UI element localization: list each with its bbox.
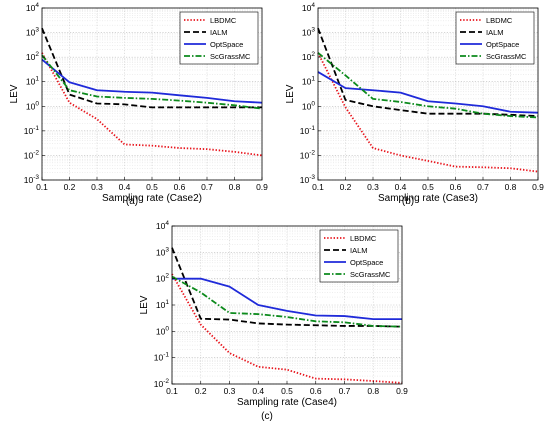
series-line-ialm — [41, 27, 262, 109]
legend-label: IALM — [486, 28, 504, 37]
x-tick-label: 0.2 — [340, 182, 352, 192]
x-tick-label: 0.7 — [477, 182, 489, 192]
series-line-optspace — [172, 277, 402, 321]
x-tick-label: 0.2 — [195, 386, 207, 396]
x-tick-label: 0.3 — [224, 386, 236, 396]
series-line-lbdmc — [41, 52, 263, 157]
x-tick-label: 0.9 — [532, 182, 544, 192]
x-tick-label: 0.4 — [119, 182, 131, 192]
series-line-lbdmc — [317, 52, 539, 173]
legend: LBDMC IALM OptSpace ScGrassMC — [455, 11, 535, 65]
y-tick-label: 103 — [156, 246, 169, 257]
x-tick-label: 0.5 — [146, 182, 158, 192]
legend-label: ScGrassMC — [486, 52, 527, 61]
x-tick-label: 0.5 — [422, 182, 434, 192]
x-tick-label: 0.5 — [281, 386, 293, 396]
x-tick-label: 0.8 — [229, 182, 241, 192]
panel-label: (c) — [261, 411, 273, 422]
y-tick-label: 10-2 — [300, 149, 316, 160]
x-axis-label: Sampling rate (Case4) — [237, 397, 337, 408]
x-tick-label: 0.7 — [201, 182, 213, 192]
series-line-ialm — [317, 27, 539, 117]
y-tick-label: 10-1 — [300, 125, 316, 136]
legend-label: IALM — [350, 246, 368, 255]
y-tick-label: 10-1 — [154, 352, 170, 363]
x-axis-label: Sampling rate (Case2) — [102, 193, 202, 204]
y-tick-label: 101 — [156, 299, 169, 310]
x-tick-label: 0.4 — [395, 182, 407, 192]
y-tick-label: 102 — [156, 273, 169, 284]
x-tick-label: 0.6 — [450, 182, 462, 192]
x-tick-label: 0.6 — [174, 182, 186, 192]
y-tick-label: 104 — [302, 2, 315, 13]
legend-label: LBDMC — [350, 234, 377, 243]
y-tick-label: 10-2 — [24, 149, 40, 160]
y-tick-label: 100 — [156, 325, 169, 336]
panel-label: (a) — [126, 196, 138, 207]
x-tick-label: 0.7 — [339, 386, 351, 396]
legend-label: OptSpace — [350, 258, 383, 267]
y-axis-label: LEV — [9, 84, 20, 103]
y-tick-label: 10-2 — [154, 378, 170, 389]
x-tick-label: 0.6 — [310, 386, 322, 396]
legend-label: IALM — [210, 28, 228, 37]
x-tick-label: 0.9 — [396, 386, 408, 396]
legend: LBDMC IALM OptSpace ScGrassMC — [319, 229, 399, 283]
x-tick-label: 0.2 — [64, 182, 76, 192]
series-line-lbdmc — [171, 273, 403, 384]
series-line-scgrassmc — [317, 52, 539, 119]
legend-label: LBDMC — [210, 16, 237, 25]
y-tick-label: 102 — [26, 51, 39, 62]
legend-label: OptSpace — [486, 40, 519, 49]
x-tick-label: 0.9 — [256, 182, 268, 192]
y-tick-label: 10-1 — [24, 125, 40, 136]
x-tick-label: 0.3 — [91, 182, 103, 192]
panel-label: (b) — [402, 196, 414, 207]
series-line-optspace — [317, 71, 539, 114]
x-tick-label: 0.3 — [367, 182, 379, 192]
legend: LBDMC IALM OptSpace ScGrassMC — [179, 11, 259, 65]
y-tick-label: 104 — [26, 2, 39, 13]
y-tick-label: 100 — [302, 100, 315, 111]
x-tick-label: 0.4 — [252, 386, 264, 396]
x-tick-label: 0.1 — [312, 182, 324, 192]
series-line-ialm — [171, 247, 403, 328]
chart-panel-1: 0.1 0.2 0.3 0.4 0.5 0.6 0.7 0.8 0.9 10-3 10-2 10-1 1… — [9, 2, 268, 207]
y-tick-label: 10-3 — [24, 174, 40, 185]
x-axis-label: Sampling rate (Case3) — [378, 193, 478, 204]
legend-label: ScGrassMC — [210, 52, 251, 61]
y-tick-label: 104 — [156, 220, 169, 231]
chart-panel-3: 0.1 0.2 0.3 0.4 0.5 0.6 0.7 0.8 0.9 10-2 10-1 100 10… — [139, 220, 408, 422]
y-axis-label: LEV — [139, 295, 150, 314]
y-tick-label: 103 — [302, 27, 315, 38]
legend-label: OptSpace — [210, 40, 243, 49]
series-line-optspace — [41, 58, 263, 104]
x-tick-label: 0.8 — [367, 386, 379, 396]
y-tick-label: 103 — [26, 27, 39, 38]
y-axis-label: LEV — [285, 84, 296, 103]
y-tick-label: 102 — [302, 51, 315, 62]
y-tick-label: 100 — [26, 100, 39, 111]
x-tick-label: 0.1 — [166, 386, 178, 396]
x-tick-label: 0.1 — [36, 182, 48, 192]
y-tick-label: 101 — [302, 76, 315, 87]
y-tick-label: 101 — [26, 76, 39, 87]
legend-label: ScGrassMC — [350, 270, 391, 279]
series-line-scgrassmc — [41, 54, 263, 110]
x-tick-label: 0.8 — [505, 182, 517, 192]
y-tick-label: 10-3 — [300, 174, 316, 185]
chart-panel-2: 0.1 0.2 0.3 0.4 0.5 0.6 0.7 0.8 0.9 10-3 10-2 10-1 1… — [285, 2, 544, 207]
legend-label: LBDMC — [486, 16, 513, 25]
